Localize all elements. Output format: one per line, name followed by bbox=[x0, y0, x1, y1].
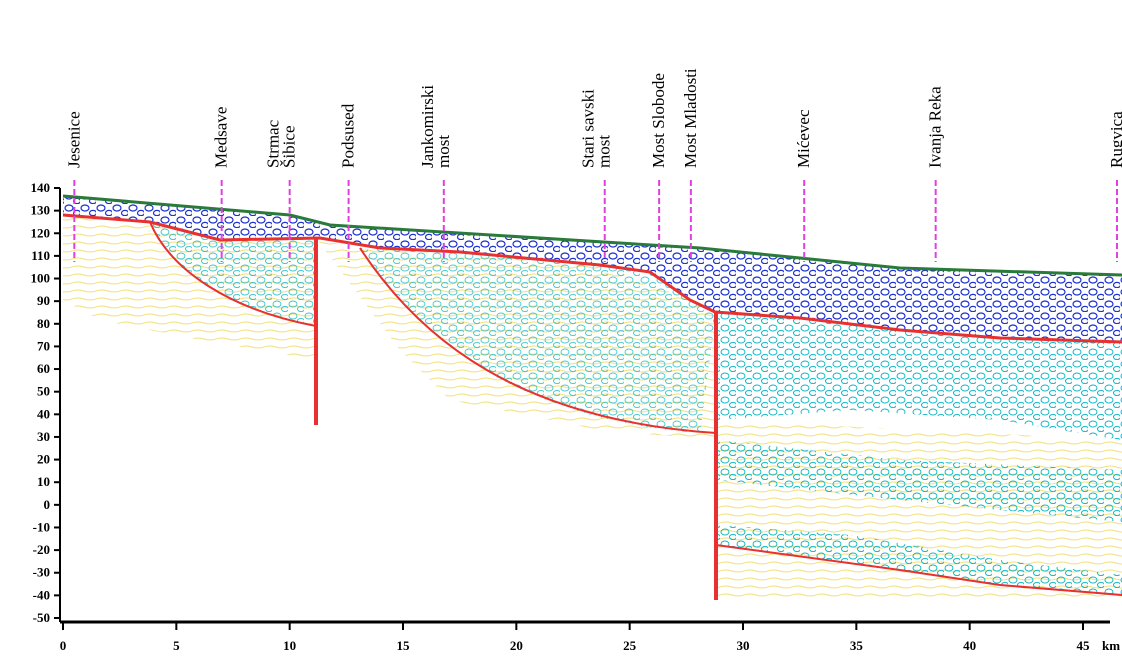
location-label: most bbox=[434, 135, 453, 168]
location-label: most bbox=[595, 135, 614, 168]
y-tick-label: 60 bbox=[37, 361, 50, 376]
y-tick-label: 140 bbox=[31, 180, 51, 195]
y-tick-label: -10 bbox=[33, 519, 50, 534]
x-tick-label: 0 bbox=[60, 638, 67, 653]
location-label: Ivanja Reka bbox=[926, 86, 945, 168]
x-tick-label: 15 bbox=[397, 638, 411, 653]
location-label: Mićevec bbox=[794, 109, 813, 168]
y-tick-label: 80 bbox=[37, 316, 50, 331]
y-tick-label: -50 bbox=[33, 610, 50, 625]
x-tick-label: 40 bbox=[963, 638, 976, 653]
location-label: Šibice bbox=[280, 126, 299, 169]
x-tick-label: 5 bbox=[173, 638, 180, 653]
x-tick-label: 10 bbox=[283, 638, 296, 653]
x-tick-label: 25 bbox=[623, 638, 637, 653]
location-label: Most Mladosti bbox=[681, 68, 700, 168]
location-label: Podsused bbox=[339, 103, 358, 168]
y-tick-label: 40 bbox=[37, 406, 50, 421]
x-tick-label: 20 bbox=[510, 638, 523, 653]
y-tick-label: 90 bbox=[37, 293, 50, 308]
y-tick-label: -30 bbox=[33, 565, 50, 580]
y-tick-label: -40 bbox=[33, 587, 50, 602]
x-unit: km bbox=[1102, 638, 1120, 653]
y-tick-label: 110 bbox=[31, 248, 50, 263]
y-tick-label: 20 bbox=[37, 452, 50, 467]
location-label: Medsave bbox=[212, 107, 231, 168]
page: {"y_axis": {"ticks": [140, 130, 120, 110… bbox=[0, 0, 1122, 658]
y-tick-label: 100 bbox=[31, 271, 51, 286]
location-label: Rugvica bbox=[1107, 111, 1122, 168]
x-tick-label: 45 bbox=[1077, 638, 1091, 653]
y-tick-label: 0 bbox=[44, 497, 51, 512]
location-label: Jesenice bbox=[64, 111, 83, 168]
y-tick-label: 120 bbox=[31, 225, 51, 240]
y-tick-label: 50 bbox=[37, 384, 50, 399]
y-tick-label: 10 bbox=[37, 474, 50, 489]
y-tick-label: 130 bbox=[31, 203, 51, 218]
y-tick-label: -20 bbox=[33, 542, 50, 557]
y-tick-label: 30 bbox=[37, 429, 50, 444]
y-tick-label: 70 bbox=[37, 338, 50, 353]
x-tick-label: 35 bbox=[850, 638, 864, 653]
location-label: Most Slobode bbox=[649, 73, 668, 168]
cross-section: 1401301201101009080706050403020100-10-20… bbox=[0, 0, 1122, 658]
x-tick-label: 30 bbox=[737, 638, 750, 653]
